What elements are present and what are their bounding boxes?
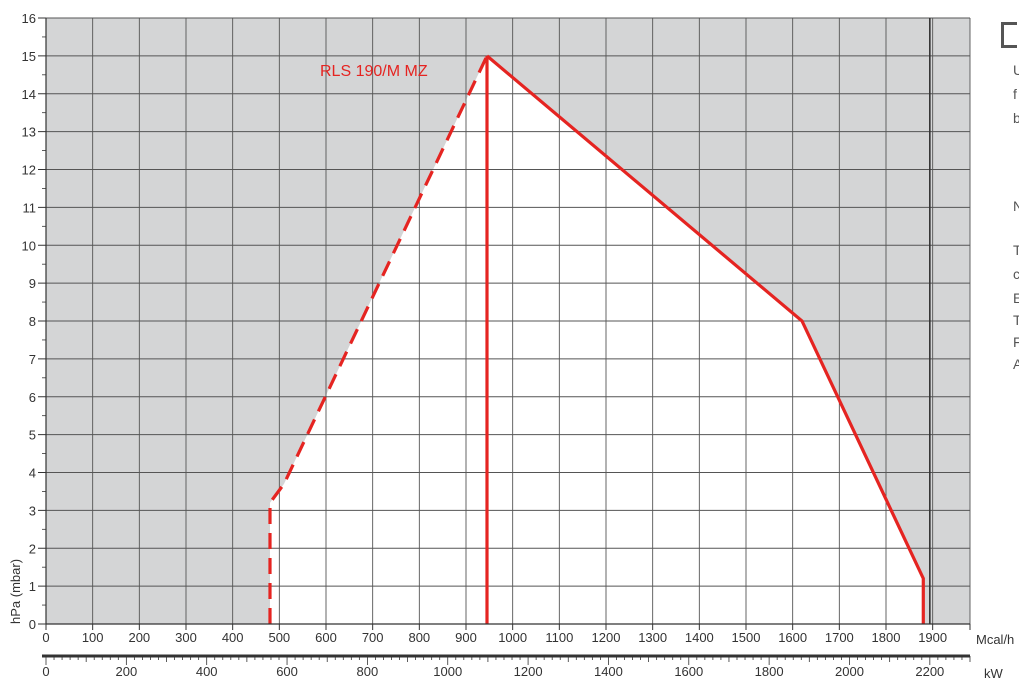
y-tick-label: 11 xyxy=(23,200,37,215)
kw-tick-label: 1800 xyxy=(755,664,784,679)
x-tick-label: 1000 xyxy=(498,630,527,645)
kw-tick-label: 800 xyxy=(357,664,379,679)
y-tick-label: 1 xyxy=(29,579,36,594)
y-tick-label: 15 xyxy=(22,49,36,64)
kw-tick-label: 600 xyxy=(276,664,298,679)
side-text-10: A xyxy=(1013,356,1019,372)
side-panel-box xyxy=(1001,22,1017,48)
y-tick-label: 12 xyxy=(22,163,36,178)
x-tick-label: 1900 xyxy=(918,630,947,645)
kw-tick-label: 1000 xyxy=(433,664,462,679)
series-solid-line xyxy=(485,54,925,624)
y-axis-label: hPa (mbar) xyxy=(8,559,23,624)
x-tick-label: 1600 xyxy=(778,630,807,645)
side-text-3: b xyxy=(1013,110,1019,126)
x-tick-label: 0 xyxy=(42,630,49,645)
working-area-layer xyxy=(270,55,924,624)
x-tick-label: 500 xyxy=(268,630,290,645)
kw-tick-label: 1400 xyxy=(594,664,623,679)
y-tick-label: 9 xyxy=(29,276,36,291)
y-tick-label: 14 xyxy=(22,87,36,102)
side-text-6: c xyxy=(1013,266,1019,282)
kw-tick-label: 2000 xyxy=(835,664,864,679)
side-text-1: U xyxy=(1013,62,1019,78)
side-text-5: T xyxy=(1013,242,1019,258)
x-tick-label: 100 xyxy=(82,630,104,645)
x-tick-label: 300 xyxy=(175,630,197,645)
side-text-2: f xyxy=(1013,86,1017,102)
x-tick-label: 1300 xyxy=(638,630,667,645)
x-tick-label: 400 xyxy=(222,630,244,645)
kw-tick-label: 200 xyxy=(115,664,137,679)
y-tick-label: 7 xyxy=(29,352,36,367)
x-tick-label: 900 xyxy=(455,630,477,645)
kw-tick-label: 400 xyxy=(196,664,218,679)
side-text-4: N xyxy=(1013,198,1019,214)
y-tick-label: 16 xyxy=(22,11,36,26)
x-tick-label: 1700 xyxy=(825,630,854,645)
kw-tick-label: 1600 xyxy=(674,664,703,679)
y-tick-label: 13 xyxy=(22,125,36,140)
y-tick-label: 6 xyxy=(29,390,36,405)
y-tick-label: 0 xyxy=(29,617,36,632)
x-tick-label: 600 xyxy=(315,630,337,645)
x-tick-label: 700 xyxy=(362,630,384,645)
axes-layer xyxy=(38,17,971,665)
working-area xyxy=(270,55,924,624)
series-dashed-line xyxy=(268,55,489,624)
x-axis-label-mcal: Mcal/h xyxy=(976,632,1014,647)
x-tick-label: 1500 xyxy=(732,630,761,645)
x-tick-label: 1100 xyxy=(545,630,573,645)
side-text-8: T xyxy=(1013,312,1019,328)
x-tick-label: 1200 xyxy=(592,630,621,645)
side-text-7: E xyxy=(1013,290,1019,306)
y-tick-label: 2 xyxy=(29,541,36,556)
x-axis-label-kw: kW xyxy=(984,666,1004,680)
y-tick-label: 8 xyxy=(29,314,36,329)
x-tick-label: 200 xyxy=(128,630,150,645)
x-tick-label: 800 xyxy=(408,630,430,645)
side-text-9: F xyxy=(1013,334,1019,350)
x-tick-label: 1400 xyxy=(685,630,714,645)
y-tick-label: 5 xyxy=(29,428,36,443)
series-layer xyxy=(268,54,925,624)
y-tick-label: 4 xyxy=(29,466,36,481)
kw-tick-label: 1200 xyxy=(514,664,543,679)
x-tick-label: 1800 xyxy=(872,630,901,645)
kw-tick-label: 2200 xyxy=(915,664,944,679)
y-tick-label: 10 xyxy=(22,238,36,253)
series-label: RLS 190/M MZ xyxy=(320,63,428,80)
y-tick-label: 3 xyxy=(29,503,36,518)
kw-tick-label: 0 xyxy=(42,664,49,679)
